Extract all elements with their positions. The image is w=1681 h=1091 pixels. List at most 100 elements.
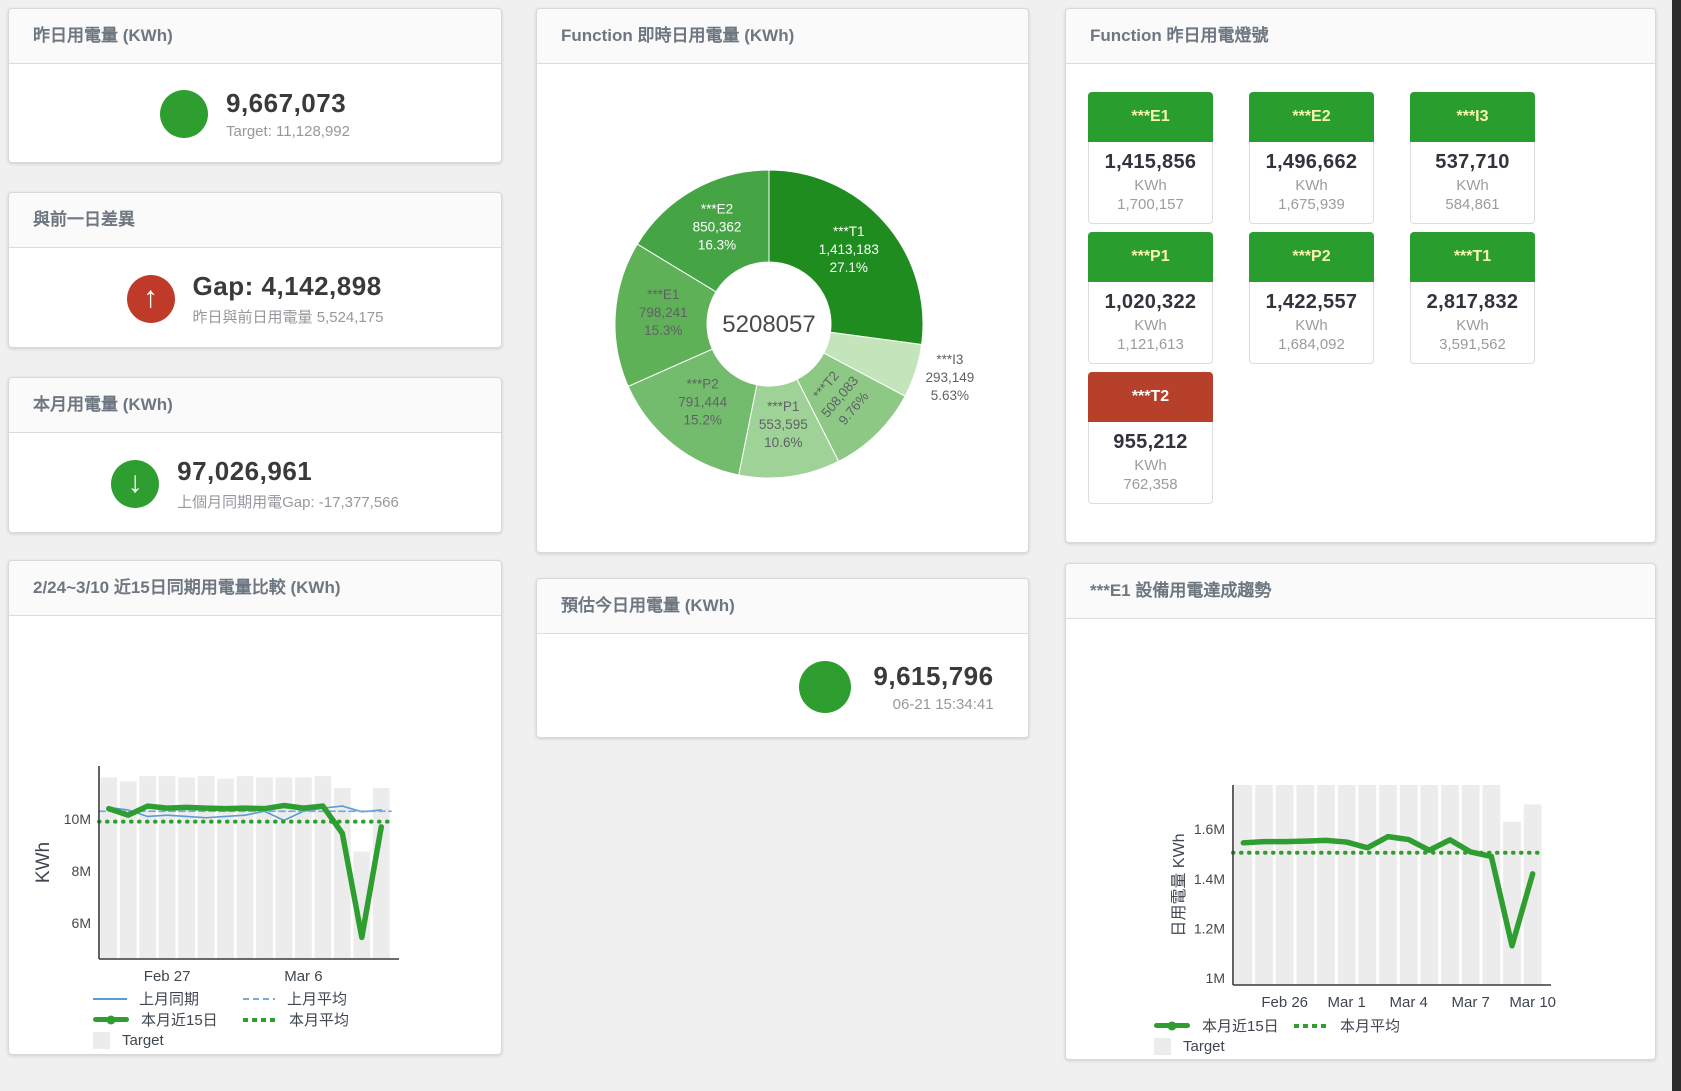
card-title: Function 即時日用電量 (KWh) [537,9,1028,64]
tile-unit: KWh [1456,177,1489,194]
card-yesterday-usage: 昨日用電量 (KWh) 9,667,073 Target: 11,128,992 [8,8,502,163]
target-bar [1275,785,1294,985]
compare-15d-chart[interactable]: 6M 8M 10M Feb 27 Mar 6 KWh [9,616,501,996]
tile-unit: KWh [1295,317,1328,334]
month-value: 97,026,961 [177,455,313,486]
target-bar [178,777,195,959]
y-tick: 1.2M [1194,920,1225,936]
yesterday-target: Target: 11,128,992 [226,123,350,140]
target-bar [372,787,390,959]
x-tick: Feb 26 [1261,994,1308,1011]
donut-slice-label: ***T1 1,413,183 27.1% [819,224,879,275]
tile-name: ***T2 [1088,372,1213,422]
legend-item[interactable]: 本月近15日 [93,1009,243,1030]
legend-label: Target [122,1032,164,1049]
compare-legend: 上月同期 上月平均 本月近15日 本月平均 Target [93,988,349,1051]
tile-unit: KWh [1295,177,1328,194]
card-compare-chart: 2/24~3/10 近15日同期用電量比較 (KWh) 6M 8M 10M Feb 2… [8,560,502,1055]
tile-target: 762,358 [1123,476,1178,493]
light-tile[interactable]: ***P2 1,422,557 KWh 1,684,092 [1249,232,1374,364]
target-bar [275,777,293,959]
y-tick: 1.4M [1194,871,1225,887]
tile-unit: KWh [1134,457,1167,474]
light-tile[interactable]: ***E2 1,496,662 KWh 1,675,939 [1249,92,1374,224]
scrollbar-track[interactable] [1672,0,1681,1091]
legend-item[interactable]: Target [1154,1038,1294,1055]
card-title: 2/24~3/10 近15日同期用電量比較 (KWh) [9,561,501,616]
donut-slice-label: ***I3 293,149 5.63% [925,352,974,403]
tile-name: ***P2 [1249,232,1374,282]
tile-unit: KWh [1456,317,1489,334]
tile-target: 1,121,613 [1117,336,1184,353]
legend-swatch-square [1154,1038,1171,1055]
card-lights: Function 昨日用電燈號 ***E1 1,415,856 KWh 1,700,1… [1065,8,1656,543]
donut-slice-label: ***E2 850,362 16.3% [693,202,742,253]
legend-item[interactable]: 本月平均 [243,1009,349,1030]
tile-name: ***T1 [1410,232,1535,282]
legend-label: 本月平均 [289,1012,350,1029]
trend-legend: 本月近15日 本月平均 Target [1154,1015,1400,1057]
status-circle-green [160,90,208,138]
target-bar [158,776,176,959]
series-line [1240,833,1536,949]
donut-slice-label: ***E1 798,241 15.3% [639,287,688,338]
arrow-down-icon: ↓ [127,465,143,499]
series-line [107,805,383,822]
legend-item[interactable]: 上月平均 [243,988,349,1009]
light-tile[interactable]: ***I3 537,710 KWh 584,861 [1410,92,1535,224]
card-realtime-donut: Function 即時日用電量 (KWh) ***T1 1,413,183 27.1… [536,8,1029,553]
estimate-time: 06-21 15:34:41 [892,695,994,713]
target-bar [1399,785,1418,985]
target-bar [1420,785,1439,985]
yesterday-value: 9,667,073 [226,88,347,118]
target-bar [1358,785,1377,985]
target-bar [1379,785,1397,985]
donut-slice-label: ***P1 553,595 10.6% [759,399,808,450]
legend-swatch-dotted [243,1017,277,1022]
tile-target: 1,675,939 [1278,196,1345,213]
legend-label: Target [1183,1038,1225,1055]
card-estimate: 預估今日用電量 (KWh) 9,615,796 06-21 15:34:41 [536,578,1029,738]
x-tick: Mar 6 [284,968,322,985]
legend-item[interactable]: 本月近15日 [1154,1015,1294,1036]
y-tick: 8M [72,863,91,879]
target-bar [1503,821,1521,985]
legend-swatch-thick [93,1015,129,1024]
target-bar [1441,785,1459,985]
card-title: 本月用電量 (KWh) [9,378,501,433]
y-tick: 1.6M [1194,821,1225,837]
light-tile[interactable]: ***E1 1,415,856 KWh 1,700,157 [1088,92,1213,224]
tile-target: 1,700,157 [1117,196,1184,213]
light-tile[interactable]: ***P1 1,020,322 KWh 1,121,613 [1088,232,1213,364]
legend-label: 上月同期 [139,991,200,1008]
donut-slice [614,243,717,388]
target-bar [1296,785,1315,985]
x-tick: Feb 27 [144,968,191,985]
y-axis-label: KWh [33,842,54,883]
target-bar [1461,785,1480,985]
target-bar [197,776,215,959]
tile-unit: KWh [1134,317,1167,334]
target-bar [139,776,157,959]
legend-item[interactable]: Target [93,1032,243,1049]
legend-swatch-line [93,997,127,1000]
tile-value: 2,817,832 [1426,291,1519,313]
card-title: 預估今日用電量 (KWh) [537,579,1028,634]
legend-item[interactable]: 本月平均 [1294,1015,1400,1036]
status-circle-green [799,660,852,713]
realtime-donut-chart[interactable]: ***T1 1,413,183 27.1%***I3 293,149 5.63%***T… [537,64,1028,553]
target-bar [1255,785,1273,985]
light-tile[interactable]: ***T2 955,212 KWh 762,358 [1088,372,1213,504]
legend-item[interactable]: 上月同期 [93,988,243,1009]
y-tick: 6M [72,915,91,931]
legend-swatch-thick [1154,1021,1190,1030]
light-tile[interactable]: ***T1 2,817,832 KWh 3,591,562 [1410,232,1535,364]
legend-label: 本月平均 [1340,1018,1401,1035]
card-day-gap: 與前一日差異 ↑ Gap: 4,142,898 昨日與前日用電量 5,524,1… [8,192,502,348]
donut-slice-label: ***P2 791,444 15.2% [678,377,727,428]
tile-target: 3,591,562 [1439,336,1506,353]
card-title: 與前一日差異 [9,193,501,248]
month-subtitle: 上個月同期用電Gap: -17,377,566 [177,493,399,511]
target-bar [353,851,371,959]
e1-trend-chart[interactable]: 1M 1.2M 1.4M 1.6M Feb 26 Mar 1 Mar 4 Mar 7 Mar 1… [1066,619,1655,1015]
